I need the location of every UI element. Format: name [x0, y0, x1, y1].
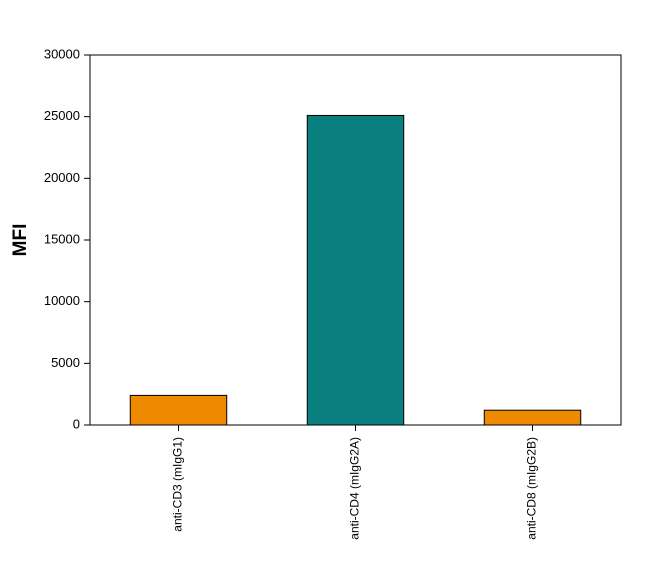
- y-axis: 0 5000 10000 15000 20000 25000 30000: [44, 46, 90, 431]
- x-category-label: anti-CD3 (mIgG1): [171, 437, 185, 532]
- y-tick-label: 30000: [44, 46, 80, 61]
- x-category-label: anti-CD4 (mIgG2A): [348, 437, 362, 540]
- y-tick-label: 10000: [44, 293, 80, 308]
- bar-3: [483, 409, 582, 426]
- bar-2: [306, 114, 405, 426]
- y-tick-label: 15000: [44, 231, 80, 246]
- y-axis-label: MFI: [10, 224, 31, 257]
- bar-1: [129, 394, 228, 426]
- y-tick-label: 5000: [51, 355, 80, 370]
- y-tick-label: 25000: [44, 108, 80, 123]
- bars-layer: [129, 114, 582, 426]
- y-tick-label: 0: [73, 416, 80, 431]
- x-axis: anti-CD3 (mIgG1) anti-CD4 (mIgG2A) anti-CD…: [171, 425, 539, 540]
- x-category-label: anti-CD8 (mIgG2B): [525, 437, 539, 540]
- y-tick-label: 20000: [44, 170, 80, 185]
